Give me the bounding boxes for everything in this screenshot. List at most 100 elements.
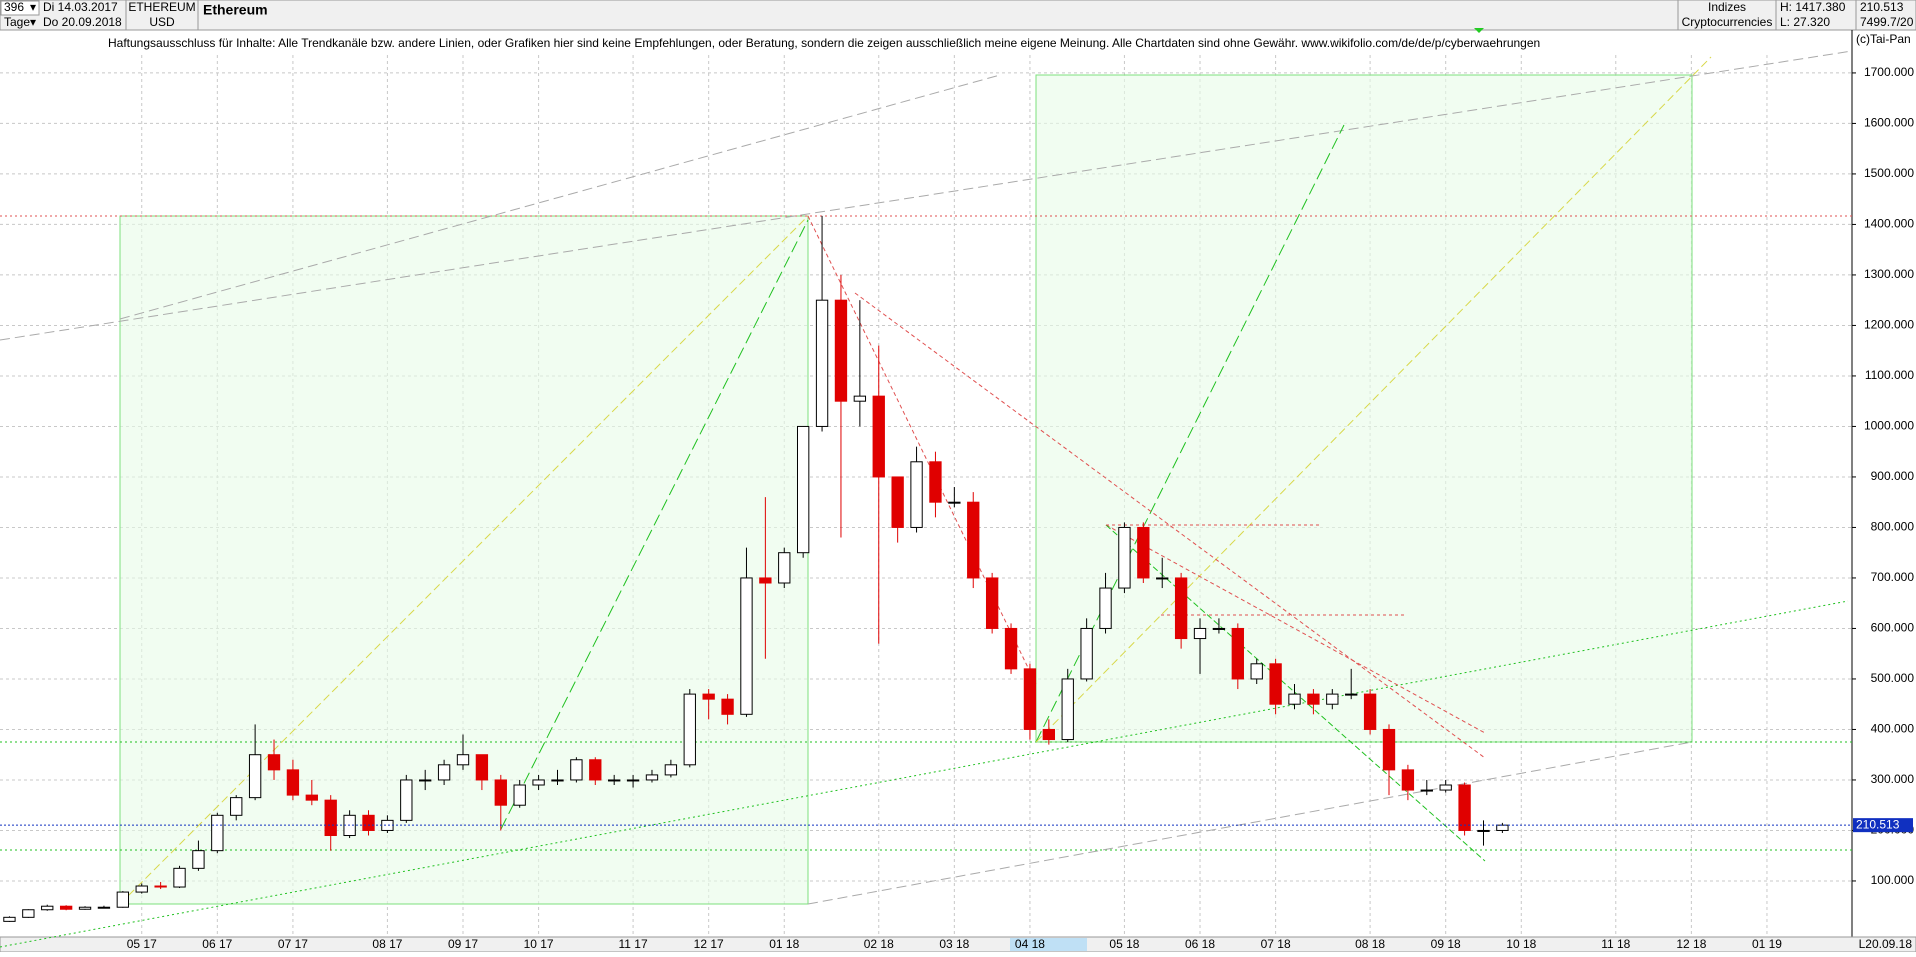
- y-tick-label: 800.000: [1871, 520, 1915, 534]
- y-tick-label: 1500.000: [1864, 166, 1914, 180]
- x-tick-label: 05 17: [127, 937, 157, 951]
- candle-body: [721, 698, 734, 715]
- x-tick-label: 04 18: [1015, 937, 1045, 951]
- candle-body: [1023, 668, 1037, 730]
- candle-body: [645, 774, 659, 781]
- candle-body: [872, 395, 885, 478]
- symbol: ETHEREUM: [128, 0, 195, 14]
- y-tick-label: 1600.000: [1864, 116, 1914, 130]
- candle-body: [1269, 663, 1282, 705]
- x-tick-label: 06 18: [1185, 937, 1215, 951]
- y-tick-label: 1700.000: [1864, 65, 1914, 79]
- x-tick-label: 01 19: [1752, 937, 1782, 951]
- trend-line: [0, 50, 1853, 341]
- end-date: 20.09.18: [1865, 937, 1912, 951]
- candle-body: [683, 693, 696, 766]
- current-price-label: 210.513: [1856, 817, 1900, 831]
- dropdown-arrow: ▾: [30, 15, 36, 29]
- candles: [3, 215, 1509, 922]
- resistance-line: [807, 215, 1037, 685]
- instrument-name: Ethereum: [203, 2, 268, 18]
- candle-body: [796, 425, 810, 554]
- candle-body: [1401, 769, 1415, 791]
- y-tick-label: 1000.000: [1864, 419, 1914, 433]
- y-tick-label: 300.000: [1871, 772, 1915, 786]
- x-tick-label: 11 18: [1601, 937, 1630, 951]
- trend-line: [119, 74, 1001, 320]
- x-axis-highlight: [1010, 938, 1087, 951]
- candle-body: [664, 764, 678, 776]
- candle-body: [1496, 824, 1509, 831]
- candle-body: [608, 779, 621, 782]
- candle-body: [513, 784, 526, 806]
- candle-body: [1004, 627, 1018, 670]
- candle-body: [286, 769, 300, 796]
- sector: Cryptocurrencies: [1682, 15, 1773, 29]
- candle-body: [97, 906, 111, 909]
- candle-body: [1420, 789, 1433, 792]
- x-tick-label: 07 17: [278, 937, 308, 951]
- x-tick-label: 10 18: [1506, 937, 1536, 951]
- y-tick-label: 1400.000: [1864, 217, 1914, 231]
- candle-body: [1174, 577, 1188, 640]
- axis-mode[interactable]: L: [1859, 937, 1866, 951]
- count-select[interactable]: [0, 0, 40, 16]
- candle-body: [1118, 526, 1131, 589]
- candle-body: [419, 779, 432, 782]
- candle-body: [22, 909, 35, 918]
- x-tick-label: 05 18: [1109, 937, 1139, 951]
- candle-body: [154, 885, 167, 888]
- candle-body: [551, 779, 564, 782]
- x-tick-label: 01 18: [769, 937, 799, 951]
- candle-body: [1156, 577, 1169, 580]
- candle-body: [135, 885, 148, 893]
- candle-body: [740, 577, 753, 715]
- y-tick-label: 600.000: [1871, 621, 1915, 635]
- candle-body: [891, 476, 904, 528]
- candle-body: [702, 693, 715, 700]
- candle-body: [78, 906, 92, 910]
- candle-body: [834, 299, 848, 402]
- fan-line: [1035, 124, 1345, 743]
- period[interactable]: Tage: [4, 15, 30, 29]
- candle-body: [1231, 627, 1244, 680]
- candle-body: [1137, 526, 1150, 579]
- disclaimer: Haftungsausschluss für Inhalte: Alle Tre…: [108, 36, 1540, 50]
- date-from: Di 14.03.2017: [43, 0, 118, 14]
- candle-body: [967, 501, 980, 579]
- candle-body: [230, 797, 243, 816]
- high: H: 1417.380: [1780, 0, 1846, 14]
- x-tick-label: 08 18: [1355, 937, 1385, 951]
- candle-body: [1193, 627, 1207, 640]
- candle-body: [853, 395, 867, 402]
- candle-body: [778, 552, 791, 584]
- candle-body: [1477, 829, 1490, 832]
- y-tick-label: 500.000: [1871, 671, 1915, 685]
- candle-body: [1288, 693, 1301, 705]
- candle-body: [985, 577, 999, 629]
- candle-body: [1363, 693, 1377, 730]
- candle-body: [1458, 784, 1471, 831]
- x-tick-label: 12 17: [694, 937, 724, 951]
- x-tick-label: 08 17: [372, 937, 402, 951]
- candle-body: [267, 754, 281, 771]
- trend-drawings: [0, 50, 1853, 948]
- candle-body: [1080, 627, 1093, 680]
- copyright: (c)Tai-Pan: [1856, 32, 1911, 46]
- group: Indizes: [1708, 0, 1746, 14]
- candle-body: [494, 779, 507, 806]
- currency: USD: [149, 15, 175, 29]
- resistance-line: [854, 292, 1486, 759]
- count: 396: [4, 0, 24, 14]
- candle-body: [948, 501, 961, 504]
- x-tick-label: 07 18: [1261, 937, 1291, 951]
- y-tick-label: 900.000: [1871, 469, 1915, 483]
- candle-body: [1345, 693, 1358, 696]
- current-price-box: [1853, 818, 1913, 833]
- header-bar: [0, 0, 1916, 31]
- candle-body: [324, 799, 337, 837]
- candle-body: [116, 891, 130, 908]
- fan-line: [119, 215, 809, 905]
